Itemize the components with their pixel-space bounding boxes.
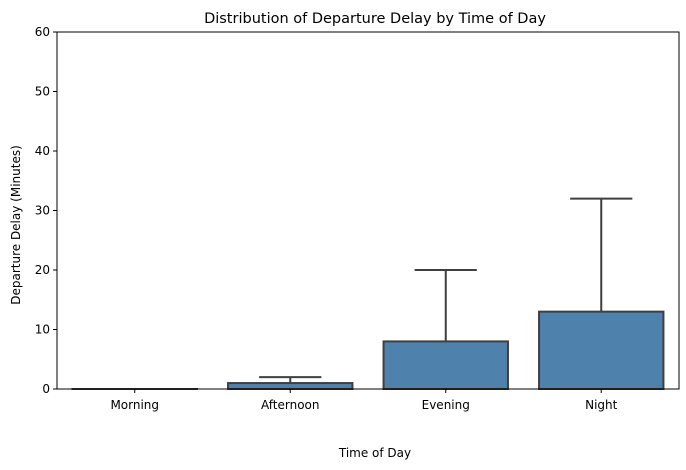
y-tick-label: 30 — [35, 204, 50, 218]
plot-area — [56, 31, 680, 391]
y-tick-label: 10 — [35, 323, 50, 337]
y-tick-label: 40 — [35, 144, 50, 158]
box-evening — [382, 340, 509, 390]
box-group-afternoon — [227, 376, 354, 390]
y-tick-label: 0 — [42, 382, 50, 396]
y-tick-label: 50 — [35, 85, 50, 99]
x-tick-label-afternoon: Afternoon — [261, 398, 320, 412]
y-tick-label: 60 — [35, 25, 50, 39]
box-group-night — [538, 197, 665, 390]
x-tick-label-night: Night — [585, 398, 618, 412]
box-group-evening — [382, 269, 509, 390]
chart-title: Distribution of Departure Delay by Time … — [204, 11, 546, 27]
x-axis-label: Time of Day — [338, 446, 411, 460]
x-tick-label-morning: Morning — [110, 398, 159, 412]
y-axis: 0 10 20 30 40 50 60 — [35, 25, 57, 396]
x-axis: Morning Afternoon Evening Night — [110, 389, 618, 412]
y-axis-label: Departure Delay (Minutes) — [9, 145, 23, 305]
x-tick-label-evening: Evening — [422, 398, 470, 412]
box-night — [538, 310, 665, 390]
y-tick-label: 20 — [35, 263, 50, 277]
